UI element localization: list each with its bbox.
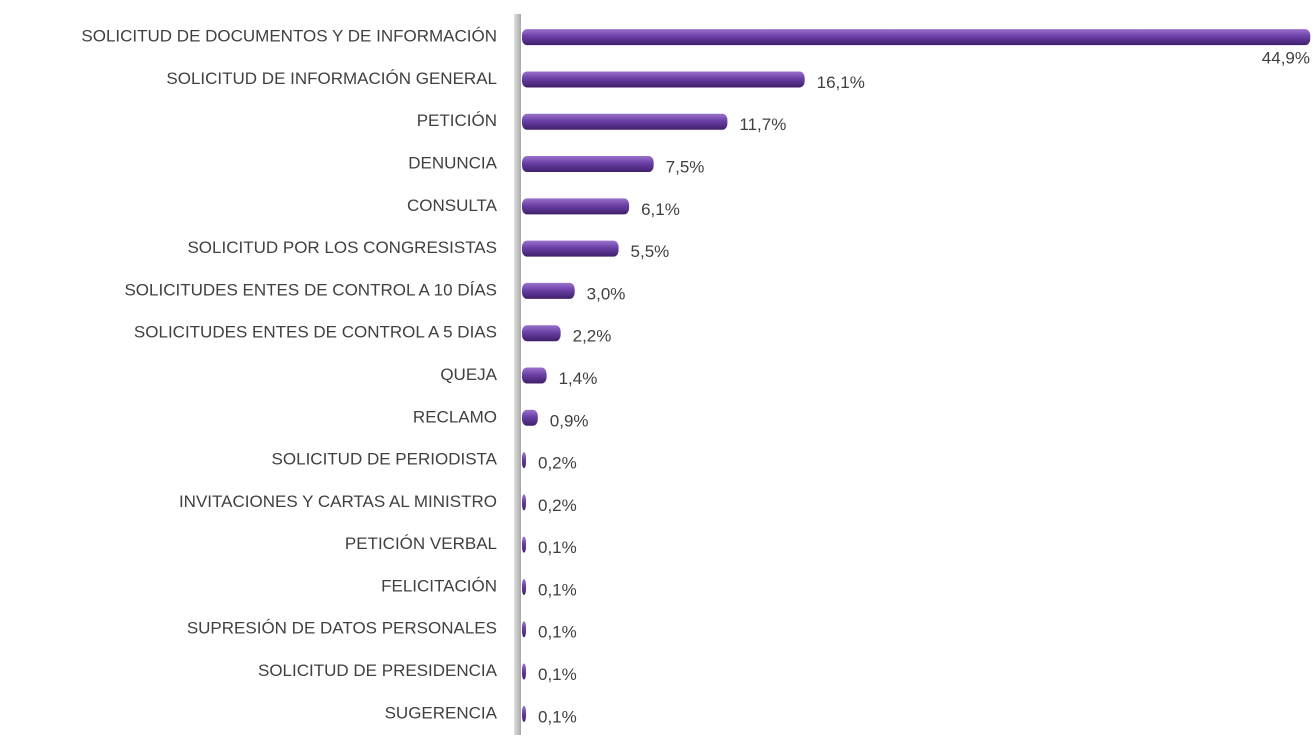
category-label: SOLICITUDES ENTES DE CONTROL A 5 DIAS: [134, 323, 497, 342]
category-label: SOLICITUDES ENTES DE CONTROL A 10 DÍAS: [124, 280, 497, 299]
bar: [522, 578, 526, 595]
bar: [522, 409, 538, 426]
bar: [522, 29, 1311, 46]
value-label: 44,9%: [1262, 49, 1310, 68]
category-label: DENUNCIA: [408, 154, 497, 173]
bar: [522, 156, 654, 173]
value-label: 0,1%: [538, 623, 577, 642]
value-label: 7,5%: [666, 158, 705, 177]
value-label: 11,7%: [739, 115, 786, 134]
value-label: 5,5%: [631, 242, 670, 261]
value-label: 2,2%: [573, 327, 612, 346]
bar: [522, 452, 526, 469]
category-label: FELICITACIÓN: [381, 576, 497, 595]
value-label: 0,9%: [550, 411, 589, 430]
category-label: SOLICITUD DE PERIODISTA: [272, 450, 498, 469]
value-label: 0,1%: [538, 538, 577, 557]
bar: [522, 198, 630, 215]
category-label: RECLAMO: [413, 407, 497, 426]
value-label: 3,0%: [587, 284, 626, 303]
value-label: 0,2%: [538, 496, 577, 515]
category-label: SOLICITUD DE INFORMACIÓN GENERAL: [166, 69, 497, 88]
value-label: 0,1%: [538, 707, 577, 726]
category-label: QUEJA: [440, 365, 497, 384]
category-label: SOLICITUD DE DOCUMENTOS Y DE INFORMACIÓN: [81, 27, 497, 46]
bar: [522, 240, 619, 257]
bar: [522, 113, 728, 130]
bar: [522, 705, 526, 722]
bar: [522, 282, 575, 299]
value-label: 1,4%: [559, 369, 598, 388]
category-label: SOLICITUD DE PRESIDENCIA: [258, 661, 498, 680]
category-label: CONSULTA: [407, 196, 498, 215]
bar: [522, 536, 526, 553]
bar: [522, 71, 805, 88]
value-label: 0,2%: [538, 454, 577, 473]
value-label: 0,1%: [538, 665, 577, 684]
bar: [522, 621, 526, 638]
axis-wall: [514, 14, 521, 735]
category-label: SUPRESIÓN DE DATOS PERSONALES: [187, 619, 497, 638]
value-label: 16,1%: [817, 73, 865, 92]
value-label: 0,1%: [538, 580, 577, 599]
value-label: 6,1%: [641, 200, 680, 219]
bar: [522, 367, 547, 384]
bar: [522, 325, 561, 342]
category-label: PETICIÓN VERBAL: [345, 534, 497, 553]
bar: [522, 494, 526, 511]
category-label: SOLICITUD POR LOS CONGRESISTAS: [187, 238, 497, 257]
category-label: SUGERENCIA: [385, 703, 498, 722]
category-label: PETICIÓN: [417, 111, 497, 130]
bar: [522, 663, 526, 680]
category-label: INVITACIONES Y CARTAS AL MINISTRO: [179, 492, 497, 511]
